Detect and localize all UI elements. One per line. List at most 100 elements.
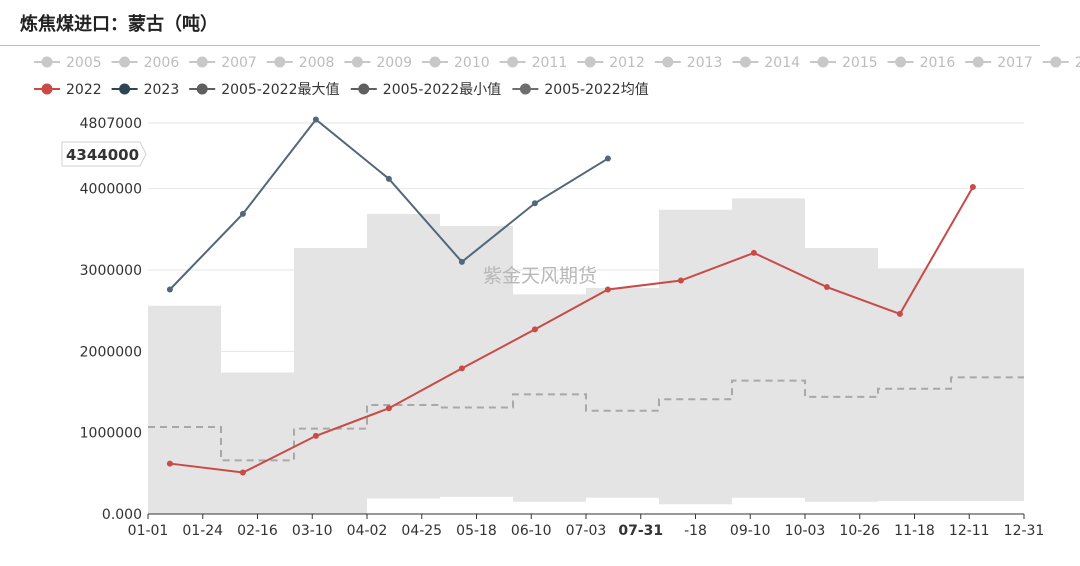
legend-label: 2018 [1075,55,1080,71]
legend-item-2007[interactable]: 2007 [189,55,257,71]
legend-label: 2014 [764,55,800,71]
data-point-2022[interactable] [239,469,246,476]
legend-marker [584,56,596,68]
x-tick-label: 01-01 [128,523,169,539]
series-line-2022 [169,186,974,474]
legend-item-2023[interactable]: 2023 [111,82,180,98]
data-point-2023[interactable] [312,116,319,123]
legend-item-2005-2022最大值[interactable]: 2005-2022最大值 [189,82,340,98]
legend-label: 2023 [144,82,180,98]
data-point-2022[interactable] [385,405,392,412]
x-tick-label: 09-10 [730,523,771,539]
chart-title: 炼焦煤进口：蒙古（吨） [20,14,218,35]
data-point-2023[interactable] [531,200,538,207]
legend-label: 2011 [532,55,568,71]
data-point-2022[interactable] [823,284,830,291]
x-tick-label: 10-03 [785,523,826,539]
legend-item-2014[interactable]: 2014 [732,55,800,71]
legend-label: 2005-2022均值 [544,82,648,98]
data-point-2023[interactable] [239,210,246,217]
y-tick-label: 4000000 [80,182,142,198]
legend-item-2005-2022最小值[interactable]: 2005-2022最小值 [350,82,501,98]
title-divider [0,45,1040,46]
legend-marker [119,56,131,68]
legend-marker [662,56,674,68]
legend-label: 2013 [687,55,723,71]
legend-item-2011[interactable]: 2011 [499,55,568,71]
legend-marker [41,83,53,95]
legend-label: 2007 [221,55,257,71]
data-point-2022[interactable] [166,460,173,467]
legend-label: 2008 [299,55,335,71]
legend-marker [196,83,208,95]
legend-item-2009[interactable]: 2009 [344,55,412,71]
legend-marker [1050,56,1062,68]
legend-marker [519,83,531,95]
legend-marker [817,56,829,68]
legend-label: 2016 [920,55,956,71]
legend-item-2012[interactable]: 2012 [577,55,645,71]
legend-label: 2017 [997,55,1033,71]
data-point-2022[interactable] [531,326,538,333]
legend-marker [358,83,370,95]
data-point-2022[interactable] [312,432,319,439]
max-min-band [148,198,1024,514]
legend-item-2018[interactable]: 2018 [1042,55,1080,71]
y-tick-label: 0.000 [102,507,142,523]
legend-marker [895,56,907,68]
legend-item-2015[interactable]: 2015 [810,55,878,71]
hover-value-label: 4344000 [61,141,147,167]
legend-label: 2009 [376,55,412,71]
x-tick-label: 07-03 [566,523,607,539]
legend-item-2005[interactable]: 2005 [34,55,102,71]
legend-item-2013[interactable]: 2013 [654,55,723,71]
legend-label: 2022 [66,82,102,98]
y-tick-label: 2000000 [80,344,142,360]
data-point-2023[interactable] [385,175,392,182]
data-point-2022[interactable] [750,249,757,256]
legend-item-2016[interactable]: 2016 [887,55,956,71]
legend-item-2022[interactable]: 2022 [34,82,102,98]
x-tick-label: 10-26 [839,523,880,539]
x-tick-label: 02-16 [237,523,278,539]
legend-item-2006[interactable]: 2006 [111,55,180,71]
x-tick-label: 07-31 [618,523,663,539]
legend-marker [274,56,286,68]
data-point-2022[interactable] [677,277,684,284]
x-tick-label: 04-25 [401,523,442,539]
legend-item-2008[interactable]: 2008 [266,55,335,71]
data-point-2022[interactable] [896,310,903,317]
legend-item-2005-2022均值[interactable]: 2005-2022均值 [512,82,649,98]
x-tick-label: -18 [684,523,707,539]
legend-marker [972,56,984,68]
legend-item-2017[interactable]: 2017 [965,55,1033,71]
data-point-2022[interactable] [458,365,465,372]
data-point-2023[interactable] [604,155,611,162]
legend-label: 2015 [842,55,878,71]
y-tick-label: 1000000 [80,426,142,442]
data-point-2022[interactable] [969,184,976,191]
x-tick-label: 01-24 [182,523,223,539]
watermark: 紫金天风期货 [483,265,597,287]
x-tick-label: 12-11 [949,523,990,539]
legend-label: 2005-2022最大值 [221,82,339,98]
x-tick-label: 12-31 [1004,523,1045,539]
legend-label: 2010 [454,55,490,71]
data-point-2023[interactable] [166,286,173,293]
x-tick-label: 04-02 [347,523,388,539]
x-tick-label: 11-18 [894,523,935,539]
data-point-2022[interactable] [604,286,611,293]
legend-marker [351,56,363,68]
y-tick-label: 3000000 [80,263,142,279]
hover-label-box [61,141,147,167]
legend-label: 2006 [144,55,180,71]
hover-value-text: 4344000 [66,146,139,164]
data-point-2023[interactable] [458,258,465,265]
legend-marker [429,56,441,68]
x-tick-label: 06-10 [511,523,552,539]
legend-label: 2005 [66,55,102,71]
legend-item-2010[interactable]: 2010 [422,55,490,71]
x-tick-label: 03-10 [292,523,333,539]
legend-marker [196,56,208,68]
